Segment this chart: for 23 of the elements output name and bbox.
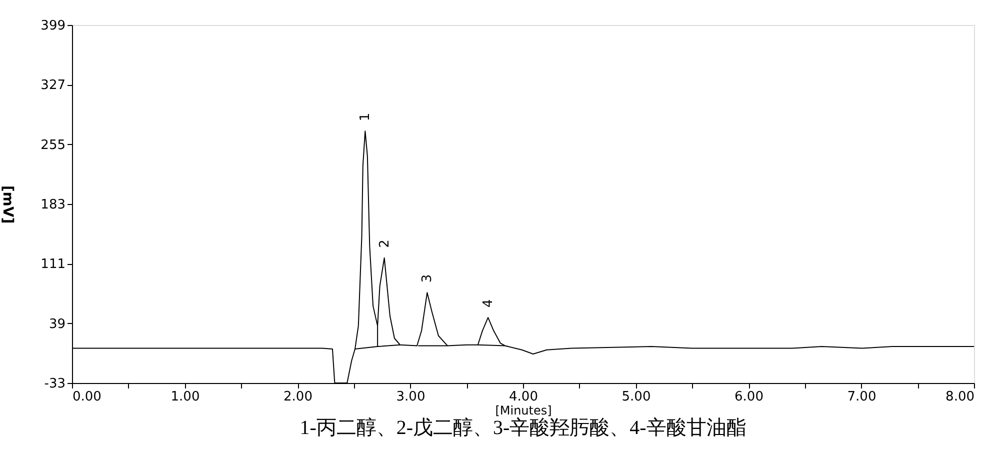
y-tick-label: 255 [40,138,66,153]
y-tick-label: -33 [44,376,66,392]
x-tick-label: 4.00 [509,390,538,404]
x-tick-label: 1.00 [170,390,200,404]
x-tick-label: 6.00 [734,390,764,404]
annotation: 1 [358,112,374,122]
y-tick-label: 183 [40,198,66,212]
y-tick-label: 399 [40,18,66,34]
x-tick-label: 2.00 [284,390,312,404]
y-tick-label: 39 [48,316,66,332]
x-axis-title: [Minutes] [495,404,552,418]
x-tick-label: 5.00 [622,390,651,404]
y-tick-label: 111 [40,257,66,272]
annotation: 2 [377,240,392,248]
x-tick-label: 7.00 [847,390,876,404]
annotation: 3 [420,274,436,283]
y-tick-label: 327 [40,78,66,94]
text: 1-丙二醇、2-戊二醇、3-辛酸羟肟酸、4-辛酸甘油酯 [300,417,746,439]
annotation: 4 [481,299,496,308]
x-tick-label: 8.00 [946,390,974,404]
x-tick-label: 0.00 [72,390,102,404]
x-tick-label: 3.00 [396,390,426,404]
y-axis-title: [mV] [0,185,16,224]
